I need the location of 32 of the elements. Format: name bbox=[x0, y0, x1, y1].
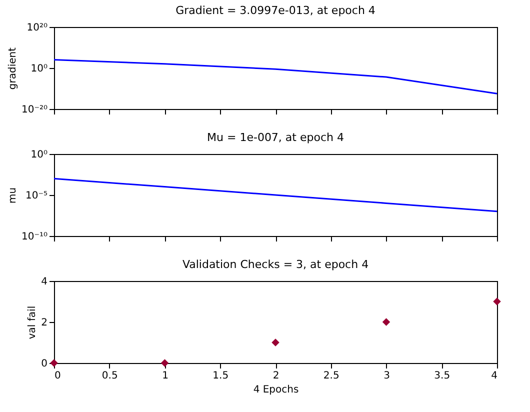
chart-title: Validation Checks = 3, at epoch 4 bbox=[182, 258, 369, 271]
line-series bbox=[53, 59, 498, 94]
y-tick-label: 4 bbox=[41, 276, 48, 288]
y-axis-title: val fail bbox=[27, 306, 38, 340]
y-tick-label: 10⁻¹⁰ bbox=[21, 232, 48, 242]
chart-title: Gradient = 3.0997e-013, at epoch 4 bbox=[176, 4, 376, 17]
line-series bbox=[53, 178, 498, 212]
x-tick-label: 0 bbox=[54, 370, 61, 382]
x-axis-title: 4 Epochs bbox=[253, 384, 299, 396]
y-tick-label: 10⁻⁵ bbox=[25, 190, 48, 202]
x-tick-label: 2 bbox=[272, 370, 280, 382]
y-tick-label: 10⁻²⁰ bbox=[21, 104, 48, 116]
y-tick-label: 2 bbox=[41, 318, 48, 328]
point bbox=[272, 338, 280, 346]
y-axis-title: gradient bbox=[7, 47, 18, 90]
point bbox=[382, 318, 390, 326]
point bbox=[160, 359, 169, 367]
y-tick-label: 0 bbox=[41, 358, 48, 370]
y-tick-label: 10⁰ bbox=[30, 64, 48, 74]
x-tick-label: 4 bbox=[491, 370, 498, 382]
point bbox=[50, 359, 58, 367]
x-tick-label: 1 bbox=[162, 370, 168, 382]
x-tick-label: 2.5 bbox=[323, 370, 340, 382]
y-tick-label: 10²⁰ bbox=[26, 22, 48, 34]
y-tick-label: 10⁰ bbox=[30, 150, 48, 160]
x-tick-label: 3.5 bbox=[434, 370, 450, 382]
x-tick-label: 3 bbox=[384, 370, 390, 382]
y-axis-title: mu bbox=[7, 187, 18, 204]
x-tick-label: 0.5 bbox=[102, 370, 118, 382]
chart-title: Mu = 1e-007, at epoch 4 bbox=[207, 131, 344, 144]
x-tick-label: 1.5 bbox=[212, 370, 229, 382]
point bbox=[493, 298, 501, 306]
